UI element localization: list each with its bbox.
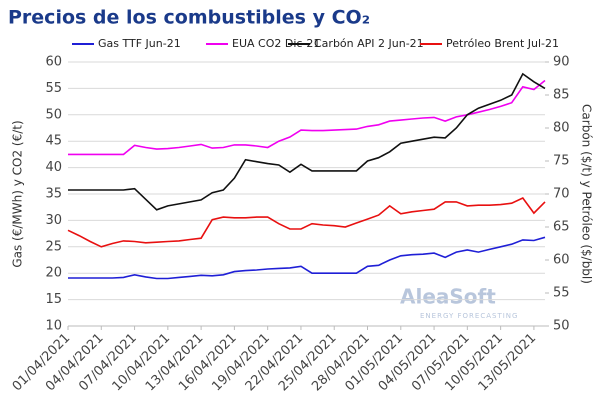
y2-axis-label: Carbón ($/t) y Petróleo ($/bbl): [580, 104, 594, 284]
y2-tick-label: 75: [553, 154, 570, 169]
y2-tick-label: 80: [553, 121, 570, 136]
legend-label: Petróleo Brent Jul-21: [446, 37, 559, 50]
y-tick-label: 30: [45, 213, 62, 228]
series-line: [68, 72, 546, 211]
y-tick-label: 55: [45, 81, 62, 96]
y2-tick-label: 65: [553, 220, 570, 235]
legend-label: EUA CO2 Dic-21: [232, 37, 320, 50]
y-tick-label: 20: [45, 266, 62, 281]
series-line: [68, 236, 546, 280]
y2-tick-label: 70: [553, 187, 570, 202]
watermark-sub: ENERGY FORECASTING: [420, 312, 518, 320]
y-tick-label: 45: [45, 134, 62, 149]
y-axis-label: Gas (€/MWh) y CO2 (€/t): [11, 120, 25, 267]
y-tick-label: 40: [45, 160, 62, 175]
y2-tick-label: 85: [553, 88, 570, 103]
y-tick-label: 25: [45, 239, 62, 254]
series-line: [68, 79, 546, 156]
watermark: AleaSoft: [400, 285, 496, 309]
y2-tick-label: 50: [553, 319, 570, 334]
chart-title: Precios de los combustibles y CO₂: [8, 7, 370, 29]
y2-tick-label: 60: [553, 253, 570, 268]
y2-tick-label: 55: [553, 286, 570, 301]
y-tick-label: 15: [45, 292, 62, 307]
series-line: [67, 196, 546, 248]
y-tick-label: 35: [45, 187, 62, 202]
y-tick-label: 10: [45, 319, 62, 334]
y-tick-label: 50: [45, 107, 62, 122]
y-tick-label: 60: [45, 55, 62, 70]
y2-tick-label: 90: [553, 55, 570, 70]
legend-label: Carbón API 2 Jun-21: [314, 37, 424, 50]
legend-label: Gas TTF Jun-21: [98, 37, 181, 50]
